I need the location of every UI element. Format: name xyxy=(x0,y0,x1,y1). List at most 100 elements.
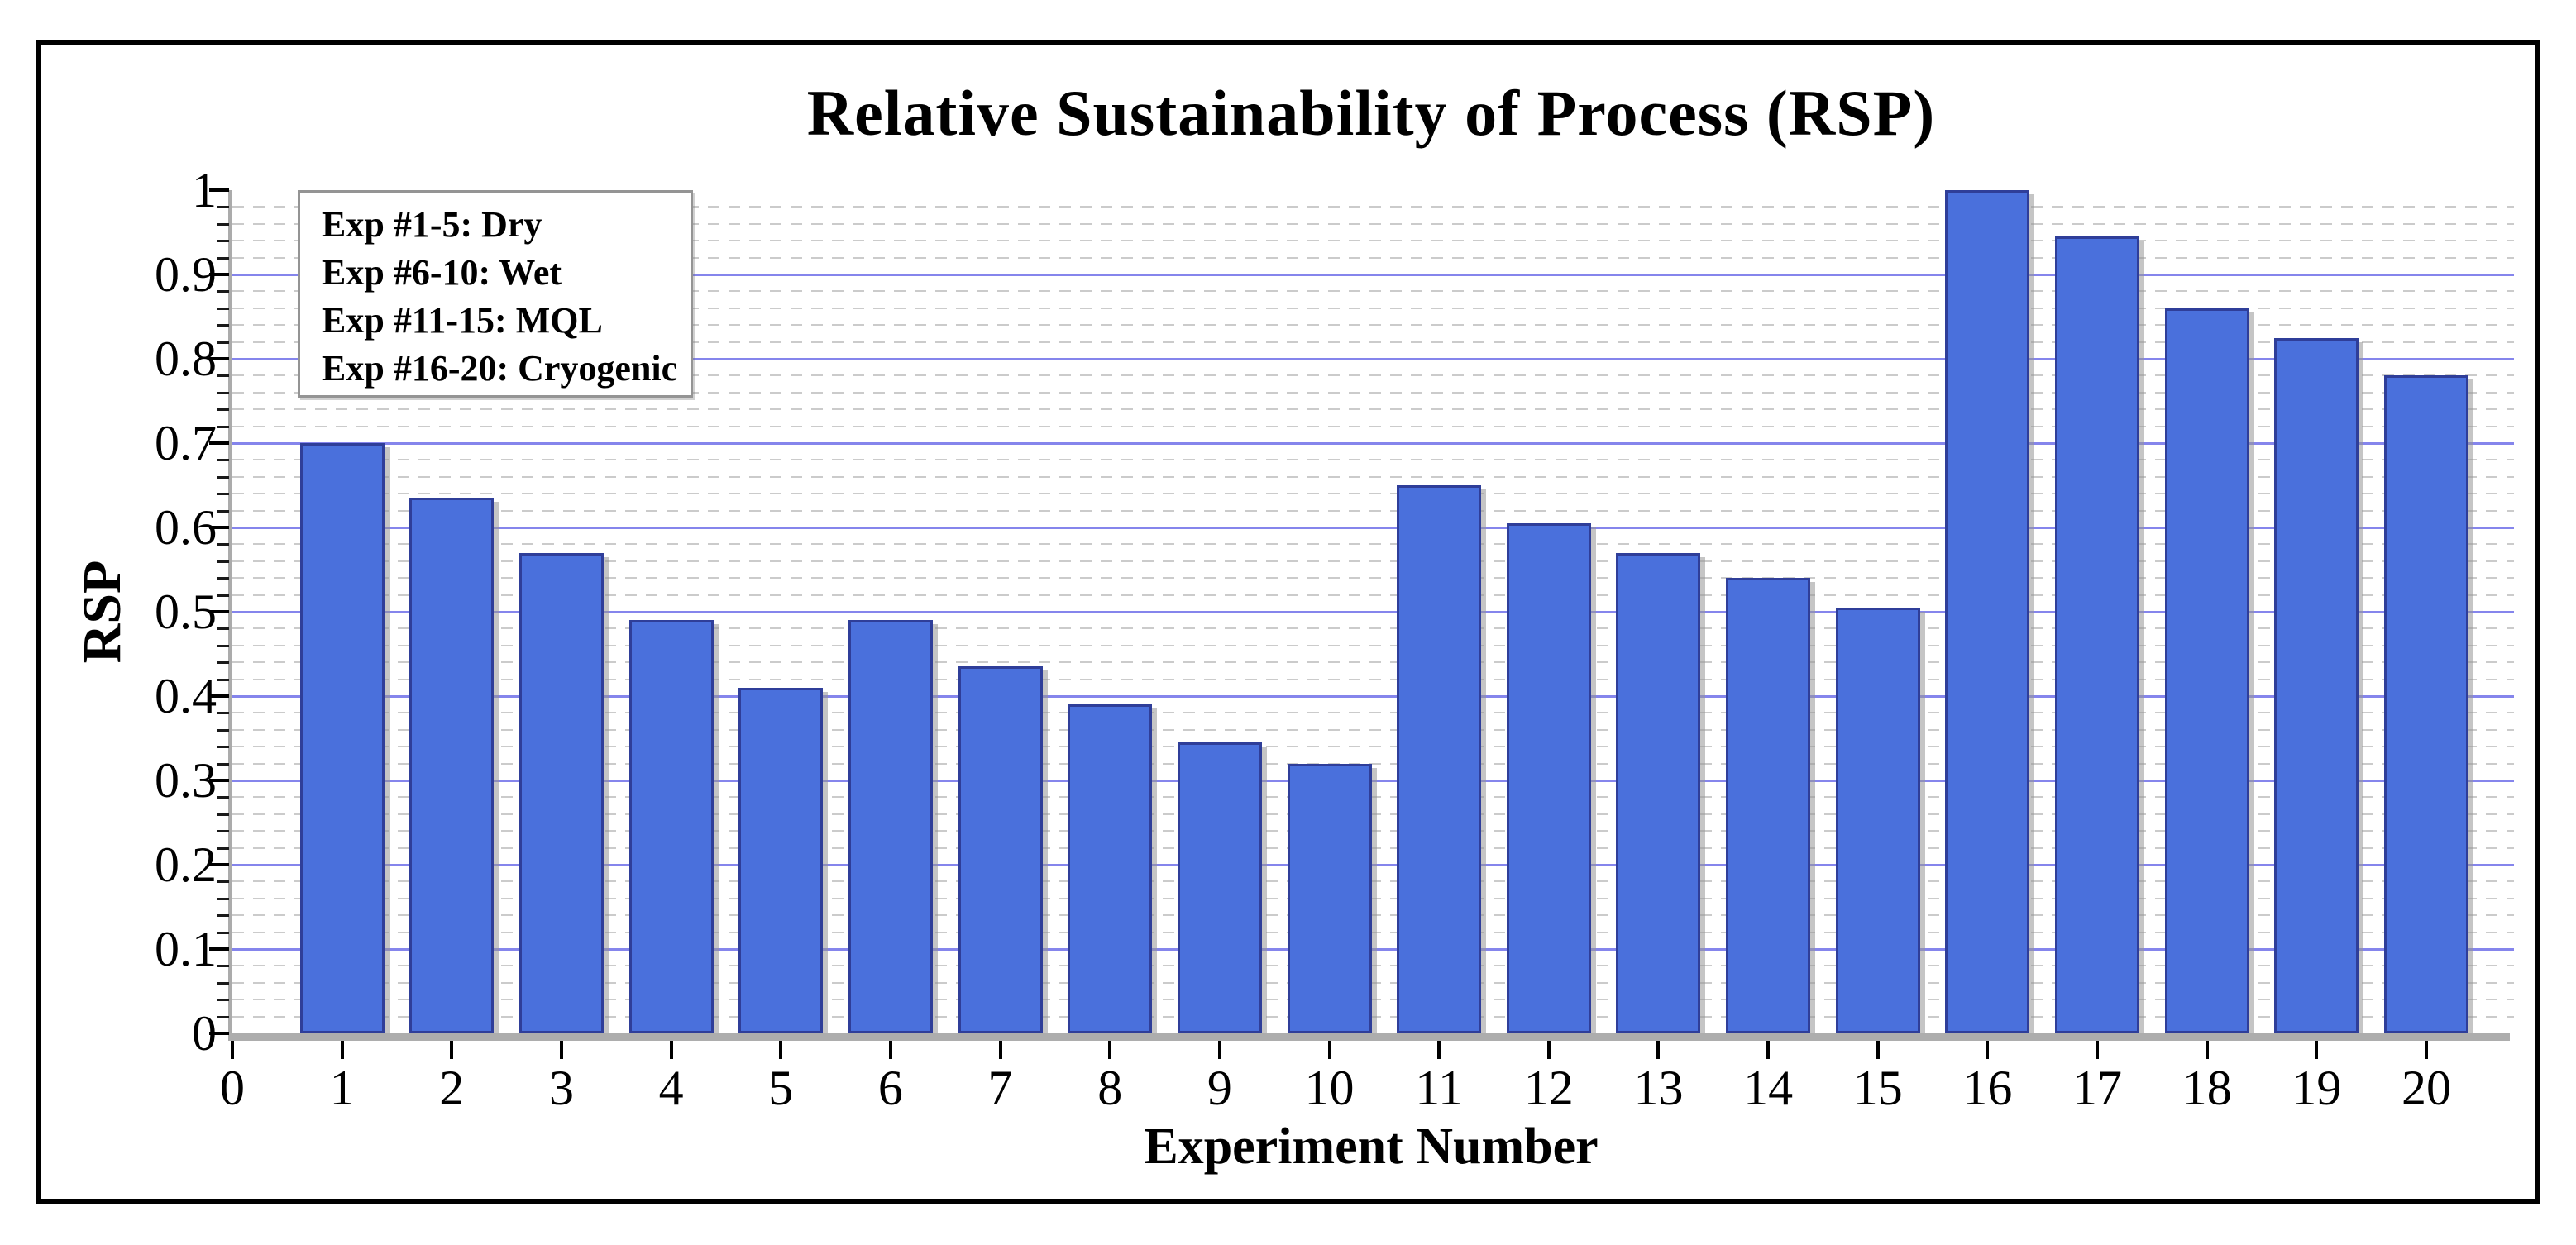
bar-experiment-8 xyxy=(1068,704,1153,1033)
x-axis-tick xyxy=(669,1041,673,1059)
minor-gridline xyxy=(232,644,2514,646)
x-tick-label-16: 16 xyxy=(1962,1061,2013,1115)
y-axis-major-tick xyxy=(209,863,229,866)
x-axis-tick xyxy=(888,1041,892,1059)
y-tick-label-1: 1 xyxy=(192,163,217,217)
major-gridline xyxy=(232,695,2514,698)
bar-experiment-3 xyxy=(519,552,604,1033)
x-axis-tick xyxy=(1546,1041,1551,1059)
y-axis-minor-tick xyxy=(217,459,229,462)
bar-experiment-2 xyxy=(409,498,495,1033)
y-axis-minor-tick xyxy=(217,408,229,412)
x-axis-tick xyxy=(1108,1041,1112,1059)
y-axis-minor-tick xyxy=(217,914,229,918)
legend-box: Exp #1-5: Dry Exp #6-10: Wet Exp #11-15:… xyxy=(298,190,693,398)
y-axis-line xyxy=(228,190,232,1037)
y-axis-minor-tick xyxy=(217,897,229,900)
y-axis-major-tick xyxy=(209,610,229,613)
minor-gridline xyxy=(232,627,2514,630)
minor-gridline xyxy=(232,341,2514,343)
y-axis-major-tick xyxy=(209,441,229,445)
minor-gridline xyxy=(232,577,2514,580)
y-axis-minor-tick xyxy=(217,594,229,597)
y-axis-minor-tick xyxy=(217,341,229,344)
minor-gridline xyxy=(232,374,2514,377)
y-axis-minor-tick xyxy=(217,240,229,243)
y-axis-major-tick xyxy=(209,1032,229,1035)
x-tick-label-18: 18 xyxy=(2182,1061,2232,1115)
x-tick-label-4: 4 xyxy=(658,1061,684,1115)
y-axis-minor-tick xyxy=(217,965,229,968)
minor-gridline xyxy=(232,796,2514,799)
minor-gridline xyxy=(232,880,2514,883)
minor-gridline xyxy=(232,290,2514,293)
y-tick-label-0.9: 0.9 xyxy=(155,247,217,302)
minor-gridline xyxy=(232,594,2514,596)
minor-gridline xyxy=(232,712,2514,714)
minor-gridline xyxy=(232,256,2514,259)
x-axis-tick xyxy=(2096,1041,2100,1059)
bar-experiment-17 xyxy=(2055,236,2140,1033)
legend-item-wet: Exp #6-10: Wet xyxy=(322,252,562,293)
x-tick-label-5: 5 xyxy=(768,1061,794,1115)
x-axis-tick xyxy=(1766,1041,1771,1059)
minor-gridline xyxy=(232,847,2514,849)
y-axis-minor-tick xyxy=(217,543,229,546)
x-axis-tick xyxy=(2425,1041,2428,1059)
y-tick-label-0.5: 0.5 xyxy=(155,584,217,639)
x-axis-tick xyxy=(2315,1041,2319,1059)
bar-experiment-6 xyxy=(848,620,933,1033)
y-axis-minor-tick xyxy=(217,1015,229,1018)
y-tick-label-0: 0 xyxy=(192,1006,217,1061)
major-gridline xyxy=(232,442,2514,445)
y-axis-minor-tick xyxy=(217,762,229,766)
x-tick-label-19: 19 xyxy=(2292,1061,2342,1115)
x-axis-tick xyxy=(998,1041,1002,1059)
bar-experiment-12 xyxy=(1506,522,1591,1033)
y-axis-minor-tick xyxy=(217,728,229,732)
x-tick-label-0: 0 xyxy=(220,1061,245,1115)
y-axis-minor-tick xyxy=(217,644,229,647)
x-axis-tick xyxy=(1437,1041,1441,1059)
legend-item-mql: Exp #11-15: MQL xyxy=(322,300,603,341)
minor-gridline xyxy=(232,324,2514,327)
bar-experiment-14 xyxy=(1726,578,1811,1033)
minor-gridline xyxy=(232,914,2514,917)
y-axis-minor-tick xyxy=(217,425,229,428)
minor-gridline xyxy=(232,661,2514,664)
minor-gridline xyxy=(232,999,2514,1001)
y-axis-minor-tick xyxy=(217,931,229,934)
bar-experiment-4 xyxy=(628,620,714,1033)
y-axis-minor-tick xyxy=(217,678,229,681)
x-tick-label-3: 3 xyxy=(548,1061,574,1115)
minor-gridline xyxy=(232,728,2514,731)
minor-gridline xyxy=(232,509,2514,512)
bar-experiment-16 xyxy=(1945,190,2030,1033)
x-axis-title: Experiment Number xyxy=(1144,1119,1599,1175)
minor-gridline xyxy=(232,493,2514,495)
y-axis-minor-tick xyxy=(217,981,229,985)
bar-experiment-9 xyxy=(1177,742,1262,1033)
x-tick-label-15: 15 xyxy=(1852,1061,1903,1115)
bar-experiment-7 xyxy=(958,666,1043,1033)
y-axis-minor-tick xyxy=(217,324,229,327)
minor-gridline xyxy=(232,222,2514,225)
y-axis-major-tick xyxy=(209,779,229,782)
y-tick-label-0.4: 0.4 xyxy=(155,669,217,723)
x-axis-tick xyxy=(1876,1041,1880,1059)
minor-gridline xyxy=(232,391,2514,394)
x-tick-label-17: 17 xyxy=(2072,1061,2123,1115)
x-tick-label-13: 13 xyxy=(1633,1061,1684,1115)
y-tick-label-0.8: 0.8 xyxy=(155,332,217,386)
x-axis-tick xyxy=(231,1041,234,1059)
minor-gridline xyxy=(232,897,2514,899)
minor-gridline xyxy=(232,1015,2514,1018)
major-gridline xyxy=(232,527,2514,529)
plot-area xyxy=(232,190,2514,1033)
minor-gridline xyxy=(232,543,2514,546)
y-axis-minor-tick xyxy=(217,475,229,479)
minor-gridline xyxy=(232,746,2514,748)
y-axis-major-tick xyxy=(209,273,229,276)
legend-item-dry: Exp #1-5: Dry xyxy=(322,204,542,245)
